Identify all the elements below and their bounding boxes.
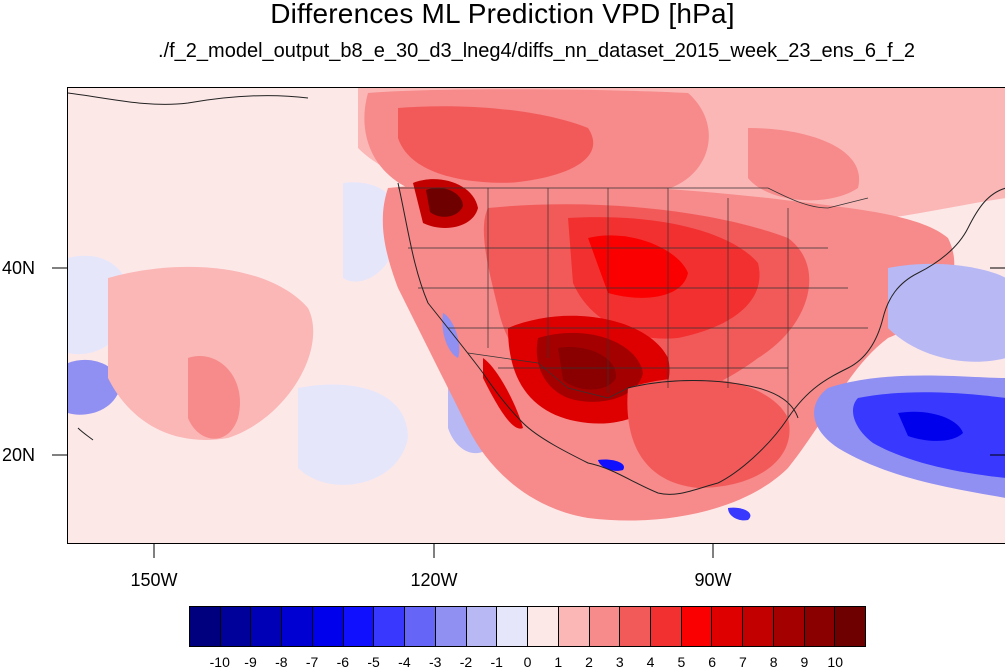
- colorbar-label: -1: [490, 654, 503, 670]
- region-gulf-red: [627, 378, 790, 488]
- lat-label-40n: 40N: [2, 258, 36, 278]
- colorbar-box-12: [558, 607, 590, 646]
- region-atlantic-pale-blue: [888, 263, 1005, 362]
- colorbar-label: -2: [459, 654, 473, 670]
- region-atlantic-max-negative: [898, 411, 963, 441]
- gulf-coastline: [627, 380, 799, 419]
- atlantic-coastline: [717, 187, 1005, 484]
- region-baja-red: [483, 358, 523, 429]
- colorbar-box-6: [374, 607, 406, 646]
- us-canada-border: [398, 187, 869, 209]
- chart-subtitle: ./f_2_model_output_b8_e_30_d3_lneg4/diff…: [158, 40, 915, 62]
- alaska-coastline: [68, 92, 309, 105]
- colorbar-labels: -10 -9 -8 -7 -6 -5 -4 -3 -2 -1 0 1 2 3 4 5 6 7 8 9 10: [189, 654, 866, 672]
- colorbar-box-8: [435, 607, 467, 646]
- colorbar-box-13: [589, 607, 621, 646]
- pacific-coastline: [397, 182, 719, 495]
- state-borders-ew: [408, 247, 868, 369]
- colorbar-box-3: [282, 607, 313, 646]
- colorbar-box-11: [528, 607, 559, 646]
- colorbar-label: -7: [305, 654, 319, 670]
- colorbar-box-17: [712, 607, 744, 646]
- lon-label-150w: 150W: [130, 570, 178, 590]
- colorbar-label: -8: [275, 654, 288, 670]
- region-pacific-pale-blue-s: [298, 384, 408, 485]
- colorbar: [189, 606, 866, 647]
- colorbar-label: 9: [800, 654, 809, 670]
- colorbar-box-0: [190, 607, 221, 646]
- colorbar-box-7: [405, 607, 436, 646]
- colorbar-label: 7: [739, 654, 747, 670]
- hawaii-coastline: [77, 427, 94, 441]
- lat-label-20n: 20N: [2, 445, 36, 465]
- region-pacific-red-spot: [188, 356, 240, 439]
- colorbar-label: 0: [523, 654, 532, 670]
- colorbar-label: 10: [827, 654, 844, 670]
- map-borders: [398, 187, 869, 418]
- region-great-plains-core: [588, 235, 688, 298]
- colorbar-box-15: [651, 607, 682, 646]
- colorbar-label: -4: [398, 654, 411, 670]
- us-mexico-border: [467, 352, 629, 399]
- colorbar-box-21: [835, 607, 866, 646]
- map-coastlines: [68, 92, 1005, 495]
- colorbar-label: 3: [615, 654, 624, 670]
- region-pacific-blue-w: [68, 359, 121, 415]
- lon-label-90w: 90W: [694, 570, 732, 590]
- colorbar-box-10: [497, 607, 529, 646]
- colorbar-label: -5: [367, 654, 380, 670]
- colorbar-label: 1: [554, 654, 563, 670]
- vpd-difference-map: [68, 88, 1005, 543]
- colorbar-label: 5: [677, 654, 686, 670]
- colorbar-box-1: [220, 607, 252, 646]
- chart-title: Differences ML Prediction VPD [hPa]: [270, 0, 735, 29]
- colorbar-label: 8: [769, 654, 778, 670]
- colorbar-box-19: [773, 607, 805, 646]
- colorbar-box-2: [251, 607, 283, 646]
- colorbar-box-4: [312, 607, 344, 646]
- colorbar-label: -10: [209, 654, 230, 670]
- colorbar-label: 2: [585, 654, 593, 670]
- colorbar-label: -6: [336, 654, 350, 670]
- colorbar-label: 6: [708, 654, 717, 670]
- colorbar-box-5: [343, 607, 375, 646]
- region-caribbean-negative-1: [598, 459, 624, 471]
- colorbar-box-14: [620, 607, 652, 646]
- region-caribbean-negative-2: [728, 507, 751, 521]
- colorbar-label: -3: [428, 654, 442, 670]
- colorbar-label: -9: [244, 654, 257, 670]
- region-pacific-northwest-max: [426, 187, 463, 217]
- region-canada-east-red: [748, 128, 860, 201]
- colorbar-box-18: [743, 607, 774, 646]
- region-socal-coast-blue: [442, 313, 460, 358]
- colorbar-box-9: [466, 607, 498, 646]
- colorbar-box-16: [681, 607, 713, 646]
- map-plot-area: [67, 87, 1005, 544]
- region-canada-red-core: [398, 106, 594, 183]
- lon-label-120w: 120W: [410, 570, 458, 590]
- colorbar-label: 4: [646, 654, 655, 670]
- colorbar-box-20: [804, 607, 836, 646]
- region-pacific-light-red: [108, 266, 314, 440]
